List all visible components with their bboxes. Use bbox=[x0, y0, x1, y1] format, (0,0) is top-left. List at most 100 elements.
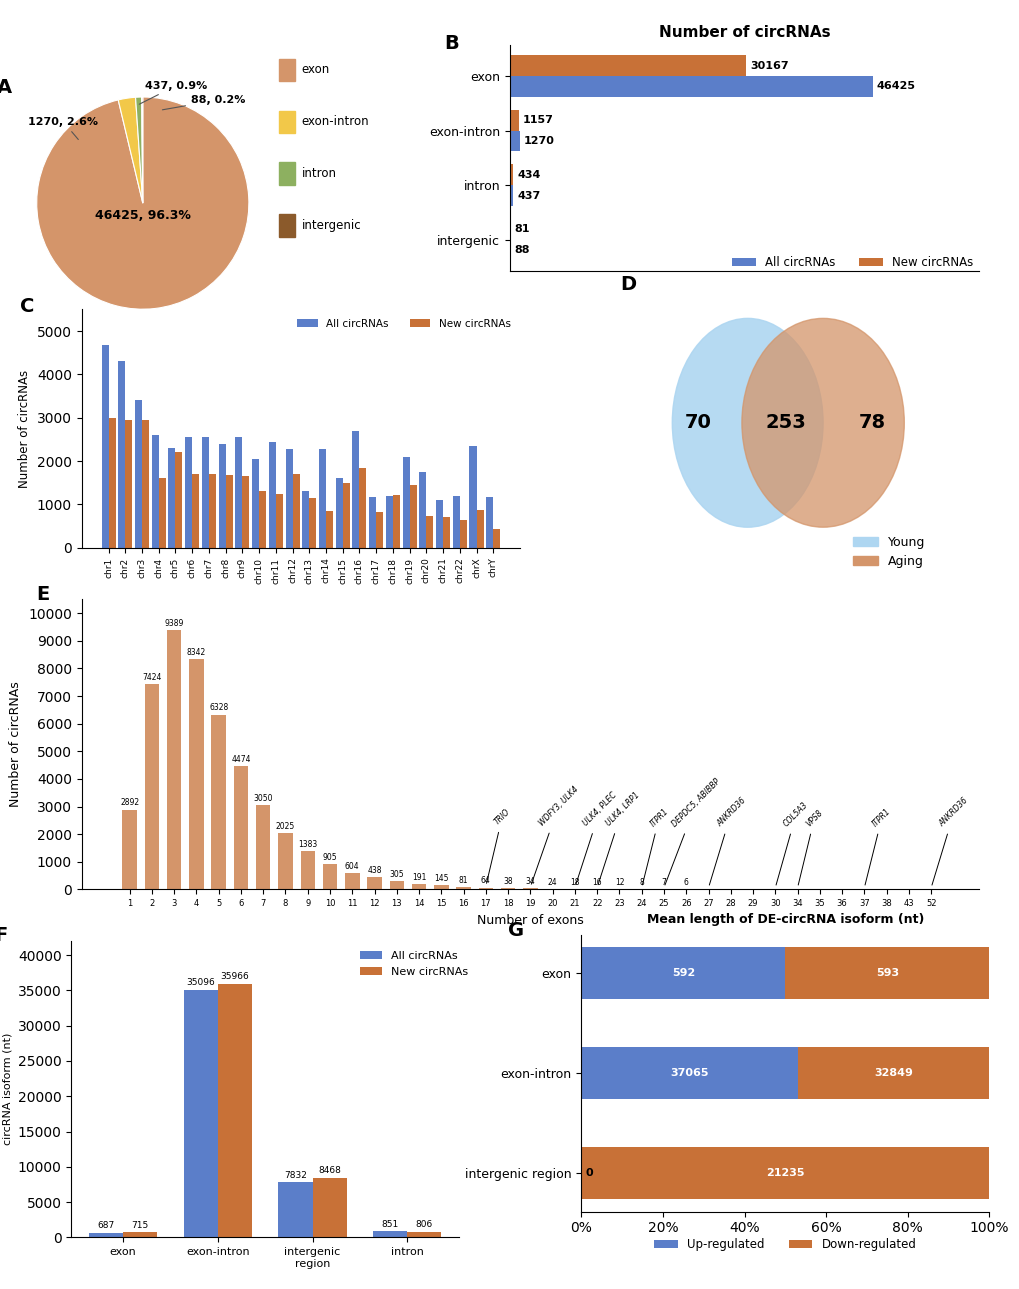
Y-axis label: Number of circRNAs: Number of circRNAs bbox=[9, 682, 22, 807]
Bar bbox=[326, 512, 332, 548]
Bar bbox=[581, 947, 785, 999]
X-axis label: Number of exons: Number of exons bbox=[477, 914, 583, 927]
Title: Mean length of DE-circRNA isoform (nt): Mean length of DE-circRNA isoform (nt) bbox=[646, 914, 923, 927]
Bar bbox=[476, 510, 483, 548]
Bar bbox=[426, 516, 433, 548]
Bar bbox=[259, 491, 266, 548]
Bar bbox=[145, 684, 159, 889]
Bar bbox=[118, 361, 125, 548]
Text: 16: 16 bbox=[592, 878, 601, 887]
Bar bbox=[256, 806, 270, 889]
Bar bbox=[510, 110, 519, 130]
Text: 715: 715 bbox=[131, 1221, 149, 1230]
Bar bbox=[175, 452, 182, 548]
Bar bbox=[419, 472, 426, 548]
Text: WDFY3, ULK4: WDFY3, ULK4 bbox=[531, 785, 580, 884]
Text: 21235: 21235 bbox=[765, 1168, 804, 1178]
Text: TRIO: TRIO bbox=[486, 808, 512, 883]
Text: DEPDC5, ABIBBP: DEPDC5, ABIBBP bbox=[664, 777, 721, 886]
Text: 3050: 3050 bbox=[254, 794, 273, 803]
Text: G: G bbox=[507, 920, 524, 940]
Wedge shape bbox=[118, 97, 143, 204]
Bar bbox=[278, 214, 294, 237]
Text: 88: 88 bbox=[515, 245, 530, 255]
Bar bbox=[142, 420, 149, 548]
Text: 46425: 46425 bbox=[876, 81, 915, 92]
Bar bbox=[233, 766, 248, 889]
Text: 592: 592 bbox=[672, 968, 694, 978]
Text: 7424: 7424 bbox=[142, 673, 161, 682]
Bar bbox=[785, 947, 988, 999]
Legend: All circRNAs, New circRNAs: All circRNAs, New circRNAs bbox=[356, 946, 473, 981]
Bar bbox=[510, 76, 872, 97]
Text: 434: 434 bbox=[517, 170, 540, 179]
Text: 9389: 9389 bbox=[164, 619, 183, 628]
Text: 34: 34 bbox=[525, 878, 535, 887]
Text: A: A bbox=[0, 79, 12, 97]
Text: 905: 905 bbox=[322, 853, 337, 862]
Bar bbox=[435, 500, 442, 548]
Bar bbox=[309, 498, 316, 548]
Text: 78: 78 bbox=[858, 414, 886, 432]
Bar bbox=[452, 496, 460, 548]
Bar bbox=[192, 474, 199, 548]
Bar bbox=[125, 420, 132, 548]
Text: 7: 7 bbox=[661, 878, 665, 887]
Text: COL5A3: COL5A3 bbox=[775, 800, 809, 886]
Wedge shape bbox=[37, 97, 249, 309]
Text: 1270: 1270 bbox=[524, 137, 554, 146]
Text: 70: 70 bbox=[685, 414, 711, 432]
Bar bbox=[335, 478, 342, 548]
Bar bbox=[581, 1047, 797, 1100]
Text: 8342: 8342 bbox=[186, 648, 206, 657]
Text: 2025: 2025 bbox=[275, 822, 294, 831]
Text: C: C bbox=[20, 298, 35, 316]
Text: ANKRD36: ANKRD36 bbox=[708, 797, 747, 886]
Bar bbox=[510, 165, 513, 186]
Bar bbox=[102, 345, 108, 548]
Text: 8: 8 bbox=[639, 878, 643, 887]
Bar bbox=[302, 491, 309, 548]
Bar bbox=[278, 111, 294, 133]
Bar bbox=[108, 418, 115, 548]
Text: 35096: 35096 bbox=[186, 978, 215, 987]
Bar bbox=[209, 474, 216, 548]
Text: 1383: 1383 bbox=[298, 840, 317, 849]
Text: 687: 687 bbox=[98, 1221, 114, 1230]
Bar bbox=[183, 990, 218, 1237]
Bar bbox=[322, 865, 337, 889]
Text: ANKRD36: ANKRD36 bbox=[931, 797, 969, 886]
Wedge shape bbox=[142, 97, 143, 204]
Bar bbox=[410, 486, 416, 548]
Legend: All circRNAs, New circRNAs: All circRNAs, New circRNAs bbox=[727, 251, 977, 273]
Text: ULK4, PLEC: ULK4, PLEC bbox=[575, 791, 619, 884]
Text: 191: 191 bbox=[412, 873, 426, 882]
Bar bbox=[278, 162, 294, 184]
Text: E: E bbox=[37, 585, 50, 603]
Bar bbox=[218, 984, 252, 1237]
Ellipse shape bbox=[672, 318, 822, 527]
Bar bbox=[407, 1232, 441, 1237]
Bar bbox=[278, 834, 292, 889]
Bar bbox=[478, 888, 492, 889]
Bar bbox=[269, 442, 275, 548]
Text: 8468: 8468 bbox=[318, 1167, 340, 1176]
Text: exon-intron: exon-intron bbox=[302, 115, 369, 129]
Text: ITPR1: ITPR1 bbox=[642, 807, 669, 884]
Text: 0: 0 bbox=[585, 1168, 592, 1178]
Bar bbox=[278, 58, 294, 81]
Bar bbox=[486, 498, 493, 548]
Text: intergenic: intergenic bbox=[302, 219, 361, 232]
Bar bbox=[278, 1182, 312, 1237]
Text: 6: 6 bbox=[683, 878, 688, 887]
Bar bbox=[285, 449, 292, 548]
Bar bbox=[123, 1232, 157, 1237]
Text: VPS8: VPS8 bbox=[798, 808, 823, 886]
Bar bbox=[469, 446, 476, 548]
Bar bbox=[152, 436, 159, 548]
Text: 64: 64 bbox=[481, 877, 490, 886]
Legend: All circRNAs, New circRNAs: All circRNAs, New circRNAs bbox=[292, 315, 515, 333]
Bar bbox=[218, 443, 225, 548]
Text: 851: 851 bbox=[381, 1219, 398, 1228]
Bar bbox=[243, 476, 249, 548]
